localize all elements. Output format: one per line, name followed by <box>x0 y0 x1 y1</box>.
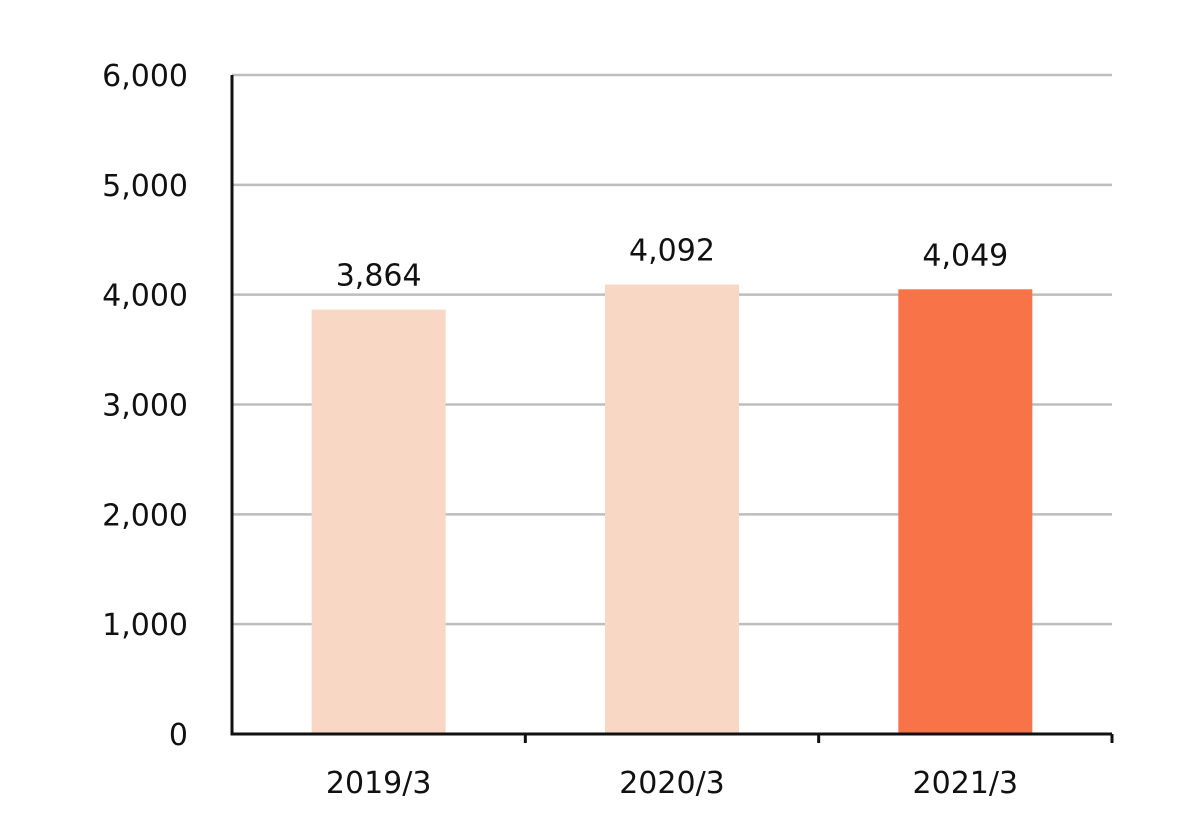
x-category-label: 2019/3 <box>326 766 432 801</box>
bar-2020-3 <box>605 284 739 734</box>
y-tick-label: 5,000 <box>102 169 188 204</box>
axes <box>230 75 1114 743</box>
bar-2021-3 <box>898 289 1033 734</box>
y-tick-label: 2,000 <box>102 498 188 533</box>
y-tick-label: 6,000 <box>102 59 188 94</box>
data-label: 4,092 <box>629 234 715 269</box>
y-tick-label: 0 <box>169 718 188 753</box>
y-tick-label: 1,000 <box>102 608 188 643</box>
data-label: 3,864 <box>336 259 422 294</box>
bar-2019-3 <box>311 309 446 734</box>
data-label: 4,049 <box>922 238 1008 273</box>
y-tick-label: 4,000 <box>102 279 188 314</box>
bars <box>311 284 1033 734</box>
y-tick-label: 3,000 <box>102 389 188 424</box>
labels: 0 1,000 2,000 3,000 4,000 5,000 6,000 3,864 2019… <box>102 59 1018 801</box>
x-category-label: 2021/3 <box>913 766 1019 801</box>
x-category-label: 2020/3 <box>619 766 725 801</box>
